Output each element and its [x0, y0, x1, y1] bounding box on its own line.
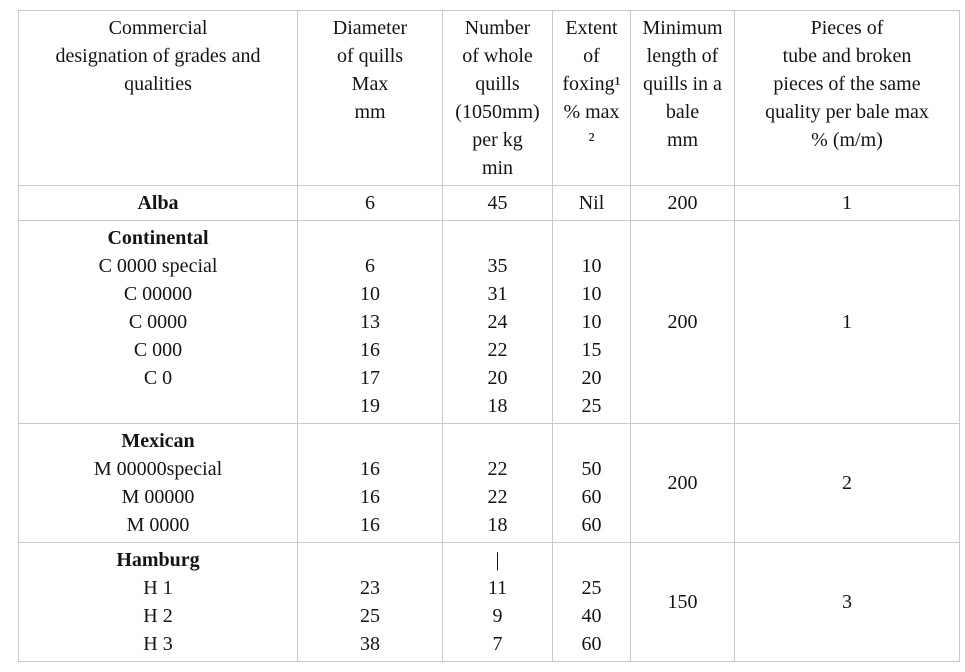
- header-number-of-quills: Number of whole quills (1050mm) per kg m…: [442, 10, 553, 186]
- table-row-hamburg: Hamburg H 1 H 2 H 3 23 25 38 | 11 9 7 25…: [18, 542, 960, 662]
- diameter-cell: 16 16 16: [297, 423, 443, 543]
- table-row-alba: Alba 6 45 Nil 200 1: [18, 185, 960, 221]
- pieces-cell: 1: [734, 185, 960, 221]
- quill-grades-table: Commercial designation of grades and qua…: [18, 10, 960, 662]
- foxing-cell: Nil: [552, 185, 631, 221]
- designation-cell: Continental C 0000 special C 00000 C 000…: [18, 220, 298, 424]
- header-foxing: Extent of foxing¹ % max ²: [552, 10, 631, 186]
- min-length-cell: 200: [630, 185, 735, 221]
- min-length-cell: 200: [630, 423, 735, 543]
- pieces-cell: 3: [734, 542, 960, 662]
- diameter-cell: 6 10 13 16 17 19: [297, 220, 443, 424]
- diameter-cell: 6: [297, 185, 443, 221]
- number-cell: 35 31 24 22 20 18: [442, 220, 553, 424]
- header-row: Commercial designation of grades and qua…: [18, 10, 960, 186]
- grade-group-name: Alba: [137, 192, 179, 214]
- pieces-cell: 1: [734, 220, 960, 424]
- header-diameter: Diameter of quills Max mm: [297, 10, 443, 186]
- number-cell: 45: [442, 185, 553, 221]
- grade-sub-designations: M 00000special M 00000 M 0000: [93, 458, 223, 536]
- diameter-cell: 23 25 38: [297, 542, 443, 662]
- header-pieces: Pieces of tube and broken pieces of the …: [734, 10, 960, 186]
- grade-group-name: Continental: [107, 227, 209, 249]
- foxing-cell: 25 40 60: [552, 542, 631, 662]
- header-designation: Commercial designation of grades and qua…: [18, 10, 298, 186]
- grade-group-name: Mexican: [121, 430, 195, 452]
- grade-sub-designations: H 1 H 2 H 3: [143, 577, 173, 655]
- table-row-continental: Continental C 0000 special C 00000 C 000…: [18, 220, 960, 424]
- foxing-cell: 10 10 10 15 20 25: [552, 220, 631, 424]
- min-length-cell: 200: [630, 220, 735, 424]
- number-cell: 22 22 18: [442, 423, 553, 543]
- designation-cell: Mexican M 00000special M 00000 M 0000: [18, 423, 298, 543]
- designation-cell: Hamburg H 1 H 2 H 3: [18, 542, 298, 662]
- header-min-length: Minimum length of quills in a bale mm: [630, 10, 735, 186]
- grade-group-name: Hamburg: [116, 549, 200, 571]
- foxing-cell: 50 60 60: [552, 423, 631, 543]
- designation-cell: Alba: [18, 185, 298, 221]
- table-row-mexican: Mexican M 00000special M 00000 M 0000 16…: [18, 423, 960, 543]
- number-cell: | 11 9 7: [442, 542, 553, 662]
- pieces-cell: 2: [734, 423, 960, 543]
- min-length-cell: 150: [630, 542, 735, 662]
- grade-sub-designations: C 0000 special C 00000 C 0000 C 000 C 0: [98, 255, 218, 389]
